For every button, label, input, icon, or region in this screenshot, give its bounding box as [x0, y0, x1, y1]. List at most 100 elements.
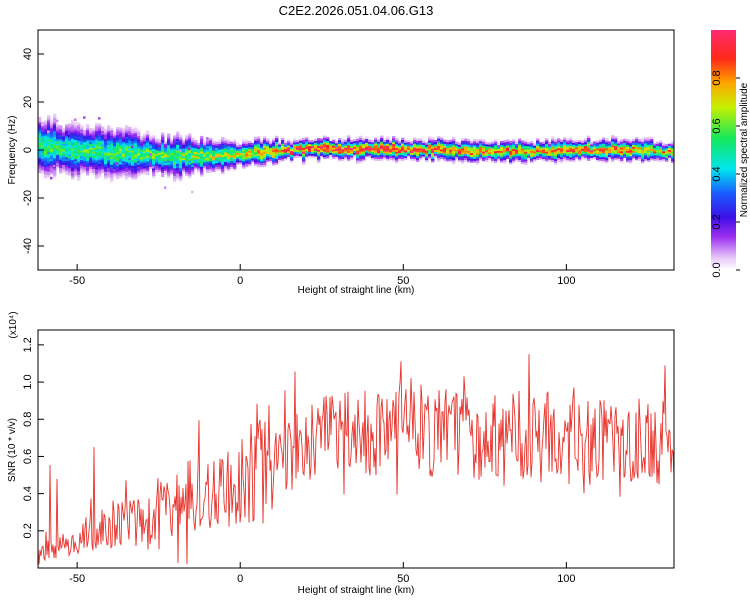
- spectrogram-cell: [254, 142, 258, 145]
- spectrogram-cell: [308, 145, 312, 148]
- spectrogram-cell: [335, 146, 339, 149]
- spectrogram-cell: [626, 139, 630, 142]
- spectrogram-cell: [83, 166, 87, 169]
- spectrogram-cell: [422, 148, 426, 151]
- spectrogram-cell: [302, 145, 306, 148]
- spectrogram-cell: [86, 150, 90, 154]
- spectrogram-cell: [638, 145, 642, 148]
- spectrogram-cell: [281, 137, 285, 141]
- spectrogram-cell: [596, 144, 600, 147]
- spectrogram-cell: [71, 121, 75, 124]
- spectrogram-cell: [578, 151, 582, 154]
- spectrogram-cell: [626, 142, 630, 146]
- spectrogram-cell: [131, 132, 135, 136]
- spectrogram-cell: [269, 149, 273, 152]
- spectrogram-cell: [47, 161, 51, 164]
- spectrogram-cell: [596, 157, 600, 160]
- spectrogram-cell: [314, 142, 318, 145]
- spectrogram-cell: [332, 156, 336, 160]
- spectrogram-cell: [278, 155, 282, 158]
- spectrogram-cell: [41, 133, 45, 136]
- spectrogram-cell: [260, 141, 264, 144]
- spectrogram-cell: [107, 163, 111, 166]
- spectrogram-cell: [131, 169, 135, 172]
- spectrogram-cell: [59, 144, 63, 147]
- spectrogram-cell: [311, 145, 315, 149]
- spectrogram-cell: [620, 151, 624, 154]
- spectrogram-cell: [419, 157, 423, 161]
- spectrogram-cell: [608, 145, 612, 148]
- spectrogram-cell: [650, 142, 654, 145]
- spectrogram-cell: [521, 152, 525, 155]
- spectrogram-cell: [194, 140, 198, 143]
- spectrogram-cell: [209, 157, 213, 160]
- spectrogram-cell: [209, 143, 213, 147]
- spectrogram-cell: [62, 149, 66, 152]
- spectrogram-cell: [323, 143, 327, 146]
- spectrogram-cell: [611, 152, 615, 155]
- spectrogram-cell: [80, 134, 84, 137]
- spectrogram-cell: [566, 159, 570, 162]
- spectrogram-cell: [158, 160, 162, 163]
- spectrogram-cell: [188, 156, 192, 159]
- spectrogram-cell: [125, 148, 129, 151]
- spectrogram-cell: [356, 161, 360, 164]
- spectrogram-cell: [374, 152, 378, 155]
- spectrogram-cell: [128, 132, 132, 135]
- spectrogram-cell: [167, 164, 171, 167]
- spectrogram-cell: [437, 140, 441, 143]
- spectrogram-cell: [233, 168, 237, 171]
- spectrogram-cell: [554, 151, 558, 154]
- spectrogram-cell: [53, 119, 57, 122]
- spectrogram-cell: [500, 156, 504, 159]
- spectrogram-cell: [212, 158, 216, 161]
- spectrogram-cell: [233, 164, 237, 167]
- spectrogram-cell: [266, 153, 270, 156]
- spectrogram-cell: [227, 168, 231, 171]
- spectrogram-cell: [59, 152, 63, 155]
- spectrogram-cell: [53, 136, 57, 140]
- spectrogram-cell: [50, 166, 54, 169]
- spectrogram-cell: [128, 167, 132, 170]
- spectrogram-cell: [362, 155, 366, 158]
- spectrogram-cell: [266, 146, 270, 149]
- spectrogram-cell: [191, 145, 195, 148]
- spectrogram-cell: [50, 147, 54, 150]
- spectrogram-cell: [83, 145, 87, 148]
- spectrogram-cell: [227, 145, 231, 148]
- spectrogram-cell: [524, 151, 528, 154]
- spectrogram-cell: [173, 150, 177, 153]
- spectrogram-cell: [377, 145, 381, 148]
- spectrogram-cell: [326, 148, 330, 151]
- spectrogram-cell: [242, 145, 246, 148]
- spectrogram-cell: [272, 153, 276, 156]
- spectrogram-cell: [110, 145, 114, 148]
- spectrogram-cell: [290, 141, 294, 144]
- spectrogram-cell: [326, 146, 330, 149]
- spectrogram-cell: [467, 141, 471, 144]
- spectrogram-cell: [167, 152, 171, 155]
- spectrogram-cell: [230, 164, 234, 167]
- spectrogram-cell: [170, 160, 174, 163]
- spectrogram-cell: [152, 150, 156, 153]
- spectrogram-cell: [119, 146, 123, 150]
- spectrogram-cell: [422, 144, 426, 147]
- spectrogram-cell: [506, 143, 510, 146]
- spectrogram-cell: [80, 146, 84, 149]
- spectrogram-cell: [539, 146, 543, 149]
- spectrogram-cell: [53, 135, 57, 138]
- spectrogram-cell: [206, 155, 210, 158]
- spectrogram-cell: [38, 145, 42, 149]
- spectrogram-cell: [623, 155, 627, 159]
- spectrogram-cell: [614, 147, 618, 151]
- spectrogram-cell: [494, 158, 498, 161]
- spectrogram-cell: [524, 155, 528, 158]
- spectrogram-cell: [77, 147, 81, 150]
- spectrogram-cell: [437, 147, 441, 151]
- spectrogram-cell: [185, 142, 189, 146]
- spectrogram-cell: [278, 148, 282, 151]
- spectrogram-cell: [116, 144, 120, 147]
- spectrogram-cell: [275, 158, 279, 162]
- spectrogram-cell: [584, 151, 588, 154]
- spectrogram-cell: [107, 173, 111, 176]
